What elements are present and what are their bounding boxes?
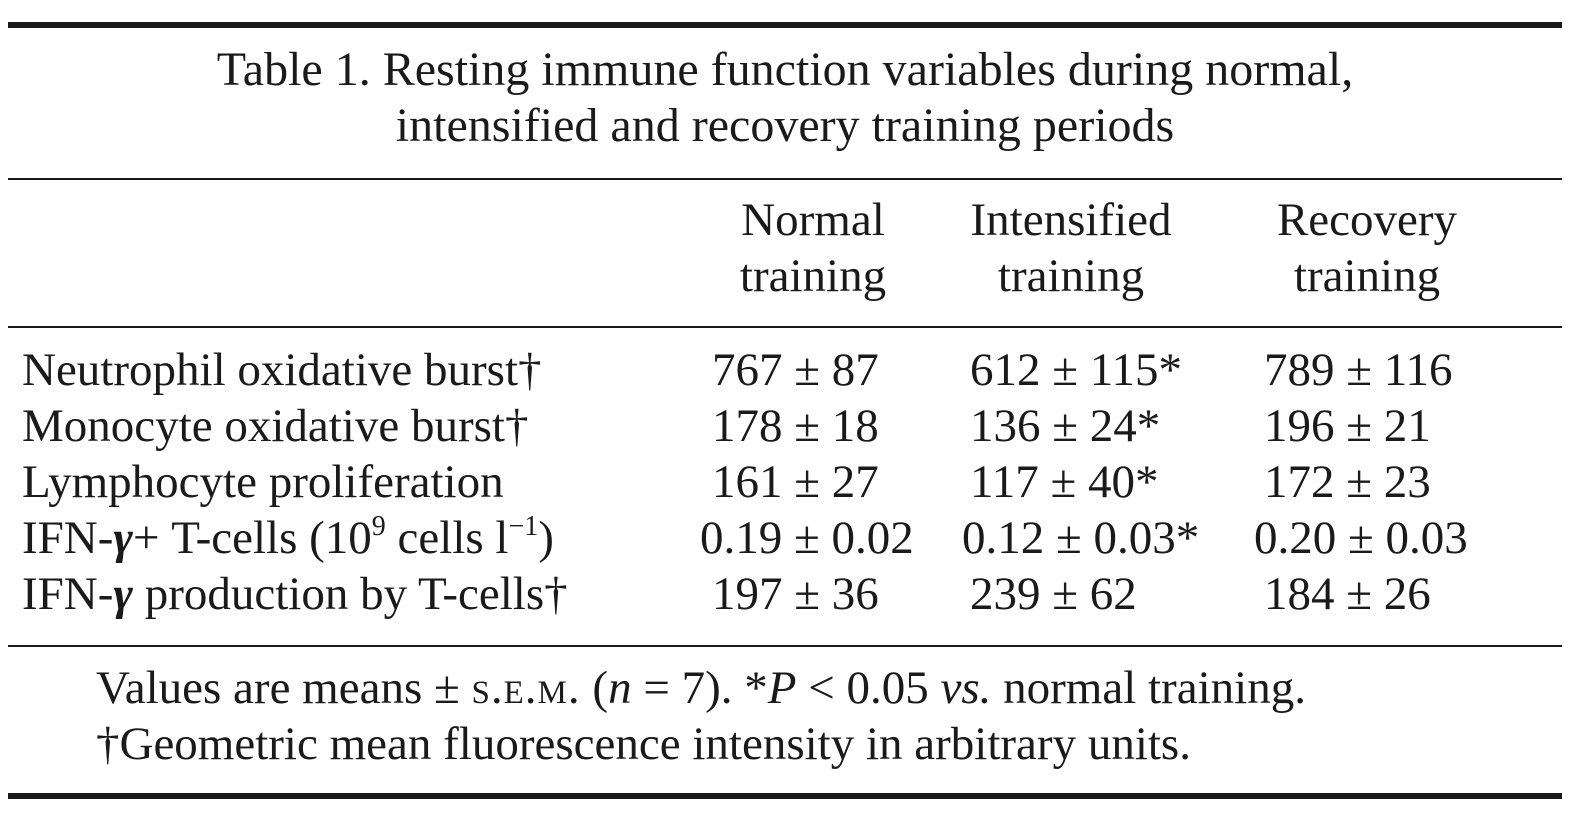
footnote-text: < 0.05 bbox=[796, 662, 941, 714]
superscript: 9 bbox=[371, 511, 386, 542]
column-header-recovery: Recovery training bbox=[1222, 192, 1512, 304]
table-caption: Table 1. Resting immune function variabl… bbox=[0, 42, 1570, 154]
cell-lymphocyte-normal: 161 ± 27 bbox=[712, 456, 879, 508]
label-part: ) bbox=[538, 512, 554, 564]
column-header-line-1: Normal bbox=[741, 194, 885, 246]
column-header-normal: Normal training bbox=[668, 192, 958, 304]
gamma-symbol: γ bbox=[113, 568, 133, 620]
cell-ifn-tcells-normal: 0.19 ± 0.02 bbox=[700, 512, 914, 564]
gamma-symbol: γ bbox=[113, 512, 133, 564]
footnote-text: = 7). * bbox=[631, 662, 768, 714]
footnote-sem: s.e.m. bbox=[471, 662, 581, 714]
cell-monocyte-intensified: 136 ± 24* bbox=[970, 400, 1161, 452]
row-label-monocyte: Monocyte oxidative burst† bbox=[22, 400, 529, 452]
footnote-text: ( bbox=[580, 662, 609, 714]
label-part: IFN- bbox=[22, 512, 114, 564]
label-part: cells l bbox=[385, 512, 509, 564]
cell-ifn-production-intensified: 239 ± 62 bbox=[970, 568, 1137, 620]
column-header-line-1: Recovery bbox=[1276, 194, 1458, 246]
label-part: IFN- bbox=[22, 568, 114, 620]
cell-ifn-tcells-intensified: 0.12 ± 0.03* bbox=[962, 512, 1200, 564]
column-header-line-2: training bbox=[1293, 250, 1441, 302]
footnote-line-1: Values are means ± s.e.m. (n = 7). *P < … bbox=[96, 660, 1306, 716]
row-label-ifn-production: IFN-γ production by T-cells† bbox=[22, 566, 568, 622]
cell-lymphocyte-intensified: 117 ± 40* bbox=[970, 456, 1159, 508]
row-label-ifn-tcells: IFN-γ+ T-cells (109 cells l−1) bbox=[22, 510, 554, 566]
bottom-rule bbox=[8, 793, 1562, 799]
footnote-line-2: †Geometric mean fluorescence intensity i… bbox=[96, 718, 1191, 770]
footnote-text: normal training. bbox=[991, 662, 1306, 714]
footnote-text: Values are means ± bbox=[96, 662, 472, 714]
cell-neutrophil-intensified: 612 ± 115* bbox=[970, 344, 1183, 396]
label-part: production by T-cells† bbox=[132, 568, 568, 620]
cell-ifn-tcells-recovery: 0.20 ± 0.03 bbox=[1254, 512, 1468, 564]
footnote-n: n bbox=[608, 662, 632, 714]
top-rule bbox=[8, 22, 1562, 28]
row-label-neutrophil: Neutrophil oxidative burst† bbox=[22, 344, 542, 396]
cell-ifn-production-recovery: 184 ± 26 bbox=[1264, 568, 1431, 620]
column-header-line-1: Intensified bbox=[970, 194, 1172, 246]
footnote-p: P bbox=[767, 662, 797, 714]
cell-monocyte-recovery: 196 ± 21 bbox=[1264, 400, 1431, 452]
label-part: + T-cells (10 bbox=[132, 512, 372, 564]
caption-line-1: Table 1. Resting immune function variabl… bbox=[216, 43, 1354, 96]
column-header-intensified: Intensified training bbox=[926, 192, 1216, 304]
column-header-line-2: training bbox=[739, 250, 887, 302]
cell-monocyte-normal: 178 ± 18 bbox=[712, 400, 879, 452]
cell-neutrophil-recovery: 789 ± 116 bbox=[1264, 344, 1453, 396]
superscript: −1 bbox=[508, 511, 539, 542]
header-bottom-rule bbox=[8, 326, 1562, 328]
header-top-rule bbox=[8, 178, 1562, 180]
column-header-line-2: training bbox=[997, 250, 1145, 302]
footnote-vs: vs. bbox=[940, 662, 992, 714]
cell-neutrophil-normal: 767 ± 87 bbox=[712, 344, 879, 396]
footnote-rule bbox=[8, 645, 1562, 647]
cell-lymphocyte-recovery: 172 ± 23 bbox=[1264, 456, 1431, 508]
cell-ifn-production-normal: 197 ± 36 bbox=[712, 568, 879, 620]
row-label-lymphocyte: Lymphocyte proliferation bbox=[22, 456, 504, 508]
caption-line-2: intensified and recovery training period… bbox=[395, 99, 1175, 152]
